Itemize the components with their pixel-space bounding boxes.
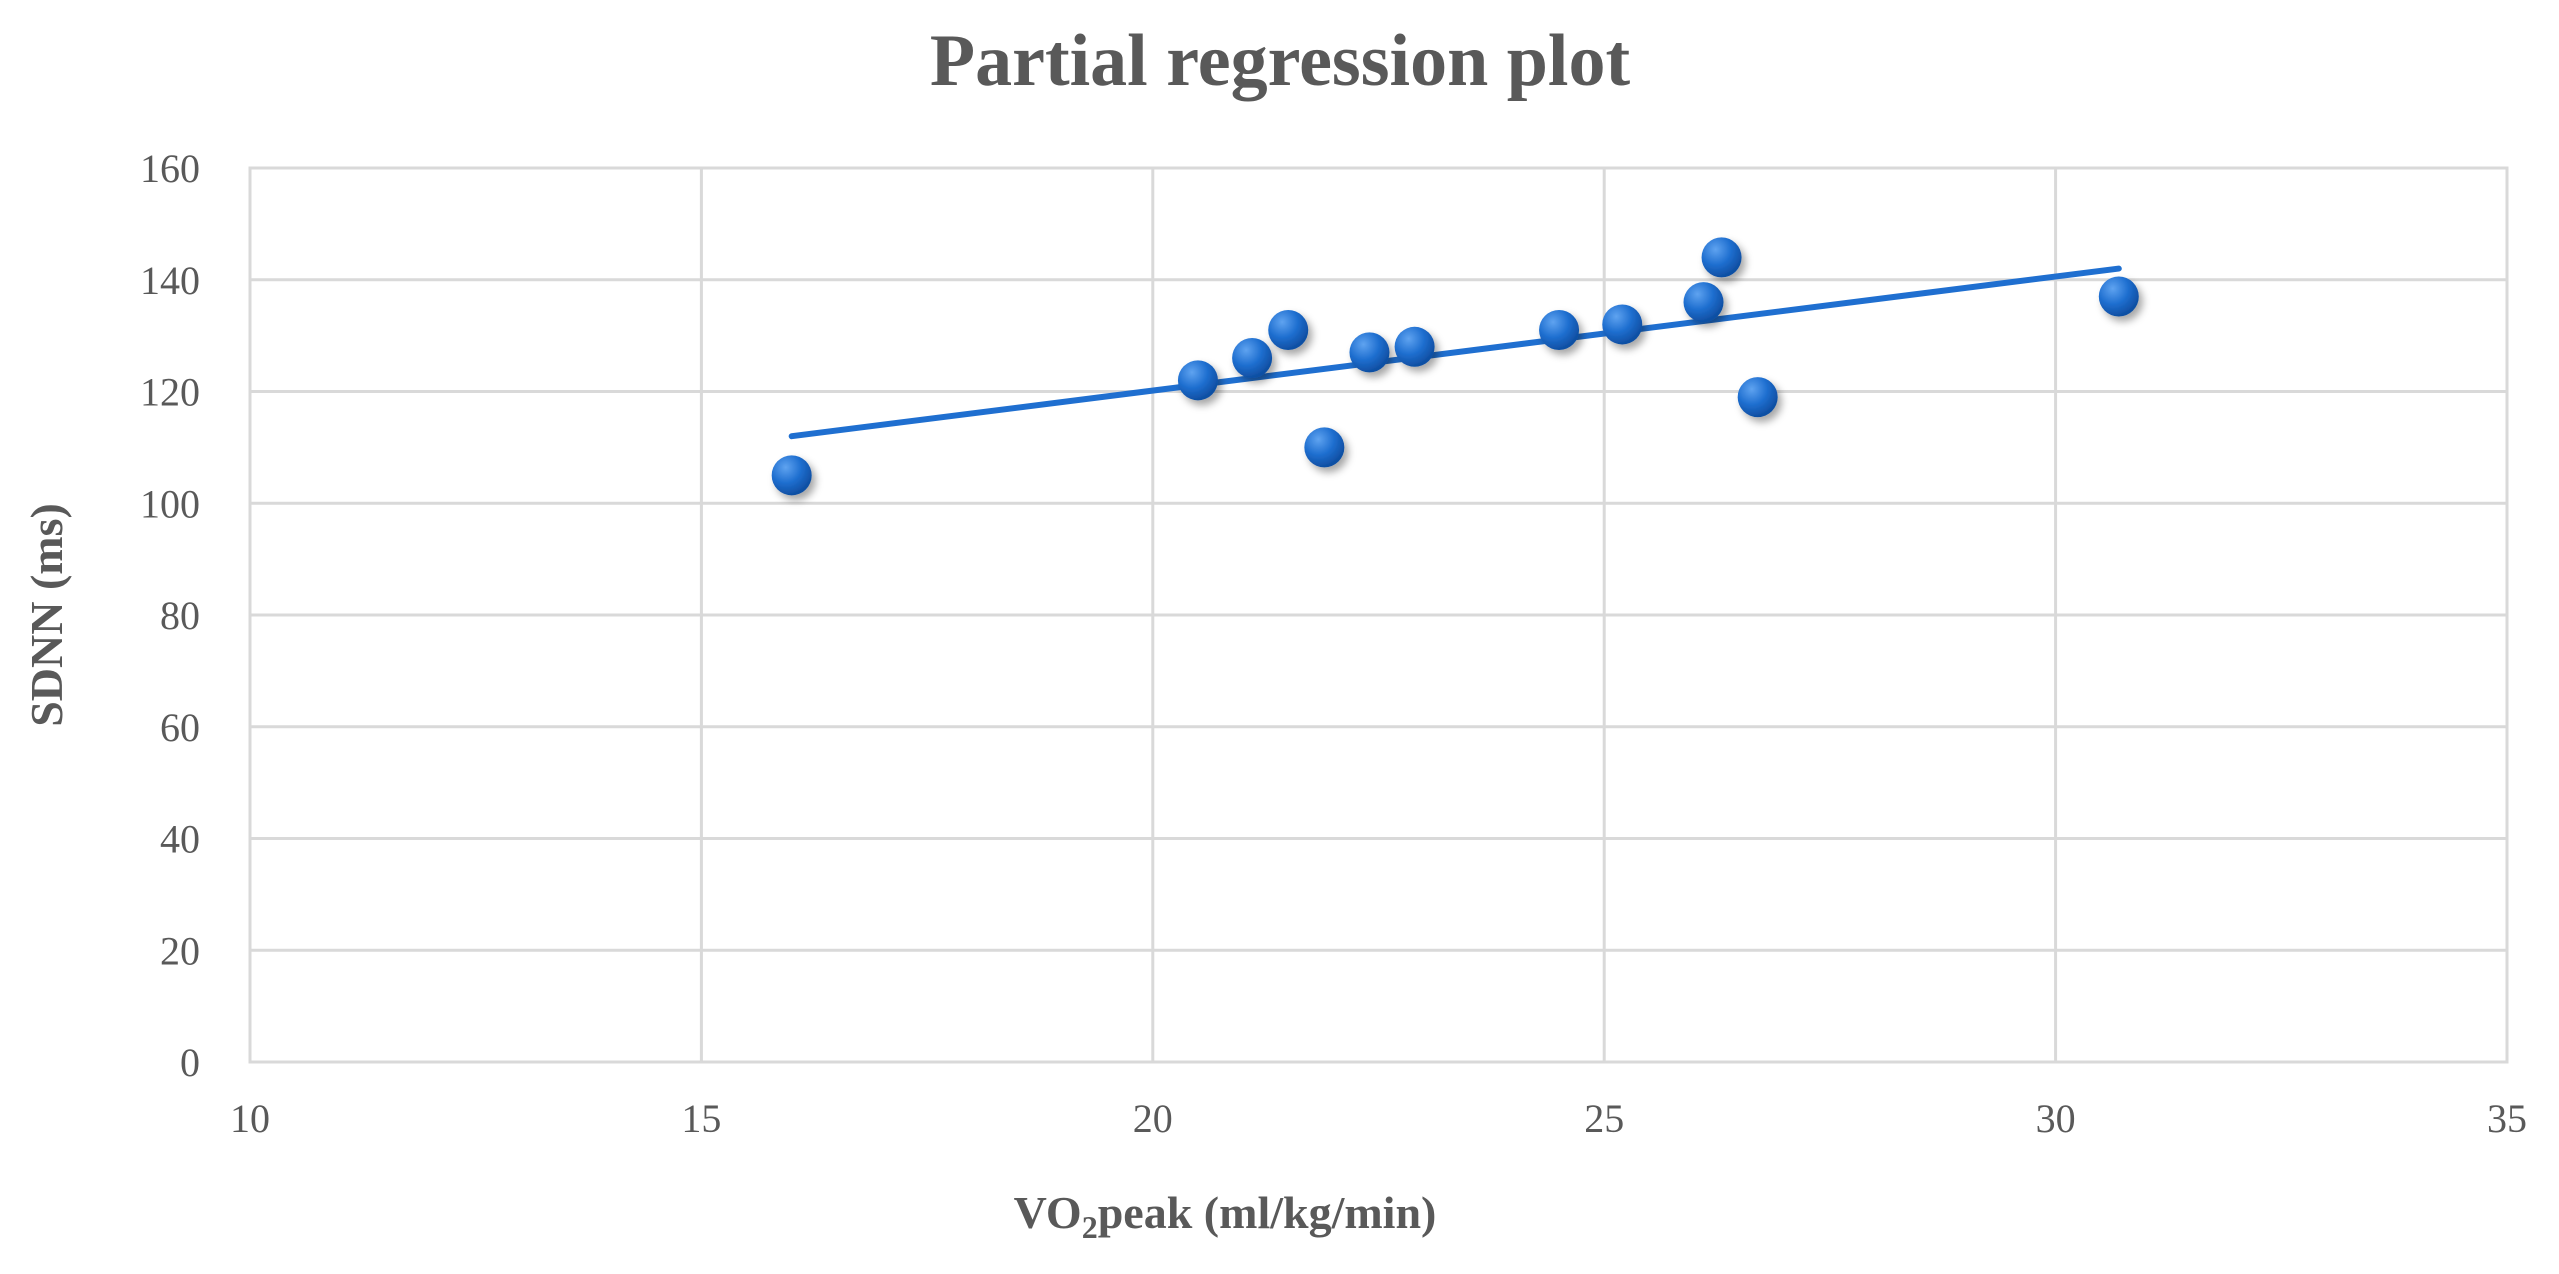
data-point — [1349, 332, 1390, 373]
x-tick-label: 15 — [681, 1096, 721, 1141]
data-point — [1701, 237, 1742, 278]
x-tick-label: 10 — [230, 1096, 270, 1141]
data-point — [1304, 427, 1345, 468]
y-tick-label: 40 — [160, 817, 200, 862]
x-tick-label: 25 — [1584, 1096, 1624, 1141]
y-tick-label: 100 — [140, 481, 200, 526]
x-axis-label-subscript: 2 — [1082, 1209, 1098, 1245]
y-tick-labels: 0 20 40 60 80 100 120 140 160 — [140, 146, 200, 1085]
y-tick-label: 0 — [180, 1040, 200, 1085]
y-tick-label: 140 — [140, 258, 200, 303]
y-tick-label: 60 — [160, 705, 200, 750]
y-tick-label: 80 — [160, 593, 200, 638]
trendline — [788, 265, 2122, 440]
data-point — [771, 455, 812, 496]
y-tick-label: 160 — [140, 146, 200, 191]
x-tick-label: 20 — [1133, 1096, 1173, 1141]
y-axis-label: SDNN (ms) — [21, 503, 72, 727]
data-points — [771, 237, 2139, 496]
data-point — [1394, 326, 1435, 367]
x-tick-label: 35 — [2487, 1096, 2527, 1141]
data-point — [1268, 310, 1309, 351]
x-axis-label: VO2peak (ml/kg/min) — [1014, 1187, 1437, 1245]
data-point — [1602, 304, 1643, 345]
x-axis-label-main: VO — [1014, 1187, 1082, 1238]
data-point — [1539, 310, 1580, 351]
y-tick-label: 20 — [160, 928, 200, 973]
data-point — [1177, 360, 1218, 401]
y-gridlines — [250, 166, 2507, 1064]
x-axis-label-rest: peak (ml/kg/min) — [1098, 1187, 1437, 1238]
data-point — [1232, 337, 1273, 378]
data-point — [1683, 282, 1724, 323]
x-tick-label: 30 — [2036, 1096, 2076, 1141]
y-tick-label: 120 — [140, 370, 200, 415]
data-point — [1737, 377, 1778, 418]
x-tick-labels: 10 15 20 25 30 35 — [230, 1096, 2527, 1141]
chart-title: Partial regression plot — [930, 20, 1631, 102]
data-point — [2098, 276, 2139, 317]
